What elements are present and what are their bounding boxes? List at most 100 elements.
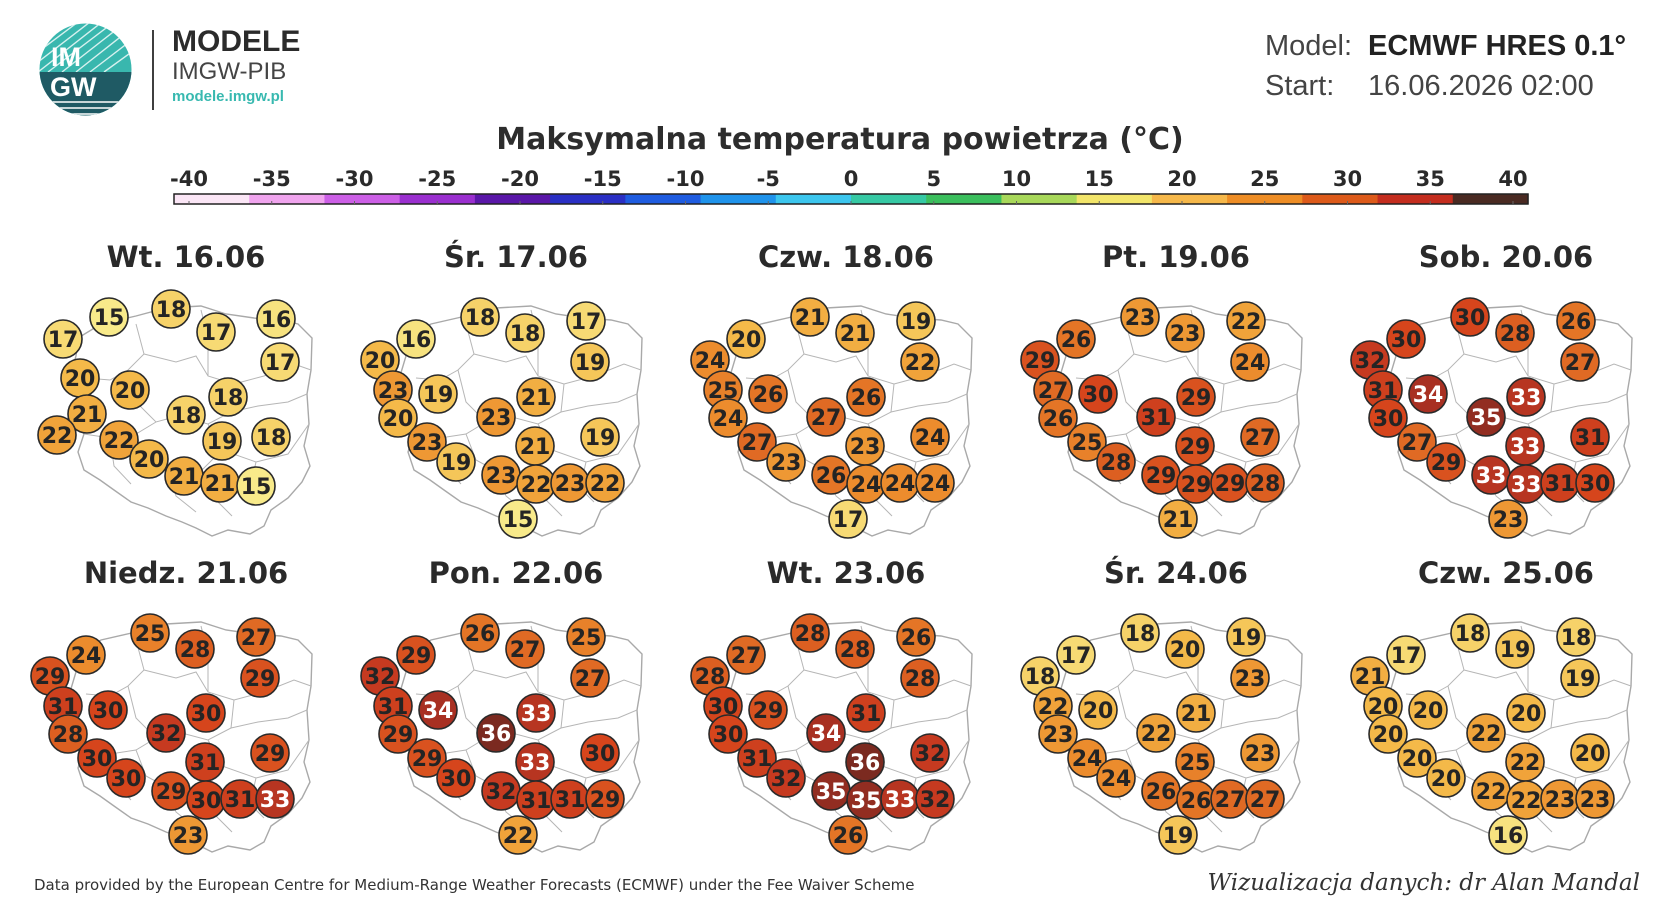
logo-divider [152, 30, 154, 110]
temperature-value: 31 [1545, 472, 1576, 497]
temperature-value: 29 [245, 667, 276, 692]
temperature-value: 27 [575, 667, 606, 692]
temperature-value: 28 [1500, 322, 1531, 347]
temperature-marker [726, 319, 766, 359]
scale-segment [1452, 194, 1529, 204]
temperature-value: 30 [111, 767, 142, 792]
region-border [560, 393, 638, 413]
region-border [803, 353, 895, 385]
temperature-value: 23 [1235, 667, 1266, 692]
temperature-value: 27 [1402, 431, 1433, 456]
temperature-value: 33 [885, 788, 916, 813]
day-panel: Pon. 22.06 29 26 25 32 27 27 31 34 33 29 36 30 29 33 3… [346, 556, 686, 856]
temperature-marker [790, 613, 830, 653]
temperature-value: 29 [412, 747, 443, 772]
temperature-value: 36 [850, 751, 881, 776]
temperature-marker [1575, 463, 1615, 503]
temperature-marker [1120, 297, 1160, 337]
temperature-marker [378, 398, 418, 438]
temperature-value: 20 [1431, 767, 1462, 792]
temperature-marker [1176, 693, 1216, 733]
temperature-value: 26 [833, 824, 864, 849]
temperature-marker [896, 301, 936, 341]
temperature-value: 23 [1170, 322, 1201, 347]
temperature-marker [129, 439, 169, 479]
day-panel: Sob. 20.06 30 30 26 32 28 27 31 34 33 30 35 31 27 33 2… [1336, 240, 1676, 540]
temperature-value: 26 [1146, 780, 1177, 805]
temperature-value: 19 [1565, 667, 1596, 692]
temperature-value: 29 [1215, 472, 1246, 497]
temperature-value: 30 [1083, 383, 1114, 408]
temperature-value: 29 [1181, 386, 1212, 411]
temperature-marker [516, 693, 556, 733]
temperature-marker [1230, 658, 1270, 698]
scale-segment [700, 194, 777, 204]
temperature-value: 25 [1180, 751, 1211, 776]
temperature-value: 19 [1231, 626, 1262, 651]
temperature-marker [67, 394, 107, 434]
temperature-value: 18 [1455, 622, 1486, 647]
temperature-marker [168, 815, 208, 855]
temperature-value: 27 [742, 431, 773, 456]
temperature-value: 23 [1493, 508, 1524, 533]
temperature-value: 32 [486, 780, 517, 805]
temperature-marker [89, 297, 129, 337]
region-border [473, 669, 565, 701]
region-border [560, 709, 638, 729]
temperature-value: 20 [1413, 699, 1444, 724]
region-border [1553, 363, 1632, 385]
scale-segment [1377, 194, 1454, 204]
temperature-marker [846, 377, 886, 417]
temperature-value: 22 [42, 424, 73, 449]
temperature-marker [151, 289, 191, 329]
temperature-value: 15 [503, 508, 534, 533]
temperature-value: 27 [1215, 788, 1246, 813]
temperature-value: 17 [48, 328, 79, 353]
temperature-marker [1408, 374, 1448, 414]
temperature-marker [1368, 714, 1408, 754]
temperature-marker [396, 635, 436, 675]
temperature-value: 22 [1471, 722, 1502, 747]
temperature-value: 22 [104, 429, 135, 454]
scale-tick-label: 25 [1250, 167, 1279, 191]
temperature-value: 21 [1355, 665, 1386, 690]
temperature-value: 26 [1043, 407, 1074, 432]
temperature-marker [1560, 342, 1600, 382]
temperature-value: 28 [795, 622, 826, 647]
temperature-value: 26 [816, 464, 847, 489]
temperature-marker [240, 658, 280, 698]
temperature-marker [260, 342, 300, 382]
temperature-value: 22 [521, 473, 552, 498]
day-label: Śr. 24.06 [1104, 556, 1248, 590]
temperature-marker [48, 714, 88, 754]
temperature-marker [1240, 733, 1280, 773]
temperature-value: 26 [1061, 328, 1092, 353]
temperature-value: 30 [441, 767, 472, 792]
day-panel: Wt. 16.06 15 18 16 17 17 17 20 20 18 21 18 22 19 18 22… [16, 240, 356, 540]
temperature-marker [1158, 499, 1198, 539]
temperature-marker [1038, 398, 1078, 438]
temperature-marker [1556, 617, 1596, 657]
scale-segment [1076, 194, 1153, 204]
day-panel: Niedz. 21.06 24 25 27 29 28 29 31 30 30 28 32 29 30 3… [16, 556, 356, 856]
region-border [1220, 393, 1298, 413]
day-panel: Pt. 19.06 26 23 22 29 23 24 27 30 29 26 31 27 25 29 28… [1006, 240, 1346, 540]
svg-text:IM: IM [51, 42, 81, 72]
brand-url[interactable]: modele.imgw.pl [172, 88, 284, 105]
scale-segment [550, 194, 626, 204]
region-border [893, 363, 972, 385]
temperature-value: 29 [156, 780, 187, 805]
temperature-value: 28 [695, 665, 726, 690]
temperature-value: 24 [1101, 767, 1132, 792]
temperature-value: 18 [465, 306, 496, 331]
day-label: Śr. 17.06 [444, 240, 588, 274]
temperature-marker [1226, 301, 1266, 341]
temperature-value: 30 [713, 723, 744, 748]
scale-tick-label: -35 [253, 167, 291, 191]
temperature-marker [146, 713, 186, 753]
temperature-marker [251, 417, 291, 457]
temperature-marker [236, 466, 276, 506]
temperature-marker [460, 297, 500, 337]
temperature-value: 18 [1125, 622, 1156, 647]
